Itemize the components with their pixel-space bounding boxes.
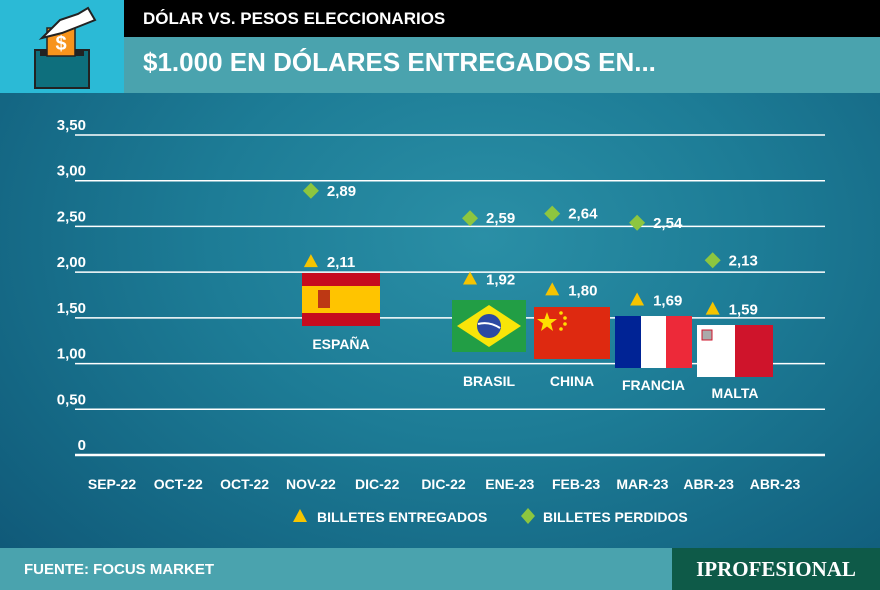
legend-perdidos: BILLETES PERDIDOS (543, 509, 688, 525)
header-title-bar (124, 37, 880, 93)
entregados-value-label: 1,69 (653, 292, 682, 309)
entregados-value-label: 2,11 (327, 254, 355, 271)
entregados-value-label: 1,80 (568, 282, 597, 299)
perdidos-value-label: 2,64 (568, 206, 598, 223)
entregados-triangle-marker (463, 271, 478, 285)
legend-triangle-icon (293, 509, 307, 522)
y-tick-label: 3,50 (57, 117, 86, 134)
entregados-value-label: 1,59 (729, 302, 758, 319)
svg-text:$: $ (55, 33, 66, 55)
footer-bar (0, 548, 672, 590)
ballot-box-dollar-icon: $ (34, 6, 97, 89)
perdidos-diamond-marker (704, 252, 721, 269)
y-tick-label: 2,50 (57, 208, 86, 225)
perdidos-value-label: 2,59 (486, 210, 515, 227)
perdidos-value-label: 2,89 (327, 183, 356, 200)
header-icon-box: $ (0, 0, 124, 93)
y-tick-label: 0 (78, 437, 86, 454)
entregados-triangle-marker (630, 292, 645, 306)
y-tick-label: 1,50 (57, 300, 86, 317)
malta-flag (697, 325, 773, 382)
chart-title: $1.000 EN DÓLARES ENTREGADOS EN... (143, 47, 656, 77)
perdidos-diamond-marker (302, 182, 319, 199)
x-tick-label: DIC-22 (421, 476, 466, 492)
x-tick-label: SEP-22 (88, 476, 136, 492)
country-label: MALTA (711, 385, 759, 401)
source-text: FUENTE: FOCUS MARKET (24, 561, 214, 578)
country-label: CHINA (549, 373, 595, 389)
perdidos-value-label: 2,13 (729, 252, 758, 269)
iprofesional-logo: IPROFESIONAL (672, 548, 880, 590)
country-label: FRANCIA (622, 377, 685, 393)
brazil-flag (452, 300, 526, 357)
y-tick-label: 2,00 (57, 254, 86, 271)
y-tick-label: 3,00 (57, 163, 86, 180)
country-label: BRASIL (462, 373, 516, 389)
legend-entregados: BILLETES ENTREGADOS (317, 509, 487, 525)
entregados-triangle-marker (303, 254, 318, 268)
entregados-triangle-marker (705, 301, 720, 315)
y-tick-label: 1,00 (57, 346, 86, 363)
perdidos-diamond-marker (629, 214, 646, 231)
france-flag (615, 316, 692, 373)
y-tick-label: 0,50 (57, 391, 86, 408)
header-kicker-bar (124, 0, 880, 37)
perdidos-diamond-marker (462, 210, 479, 227)
country-label: ESPAÑA (312, 336, 370, 352)
x-tick-label: OCT-22 (220, 476, 269, 492)
legend-diamond-icon (521, 508, 535, 524)
entregados-value-label: 1,92 (486, 271, 515, 288)
x-tick-label: MAR-23 (616, 476, 668, 492)
perdidos-value-label: 2,54 (653, 215, 683, 232)
entregados-triangle-marker (545, 282, 560, 296)
x-tick-label: DIC-22 (355, 476, 400, 492)
x-tick-label: ABR-23 (683, 476, 734, 492)
x-tick-label: NOV-22 (286, 476, 336, 492)
china-flag (534, 307, 610, 364)
x-tick-label: FEB-23 (552, 476, 600, 492)
perdidos-diamond-marker (544, 205, 561, 222)
x-tick-label: OCT-22 (154, 476, 203, 492)
x-tick-label: ENE-23 (485, 476, 534, 492)
x-tick-label: ABR-23 (750, 476, 801, 492)
header-kicker: DÓLAR VS. PESOS ELECCIONARIOS (143, 9, 446, 28)
spain-flag (302, 273, 380, 331)
